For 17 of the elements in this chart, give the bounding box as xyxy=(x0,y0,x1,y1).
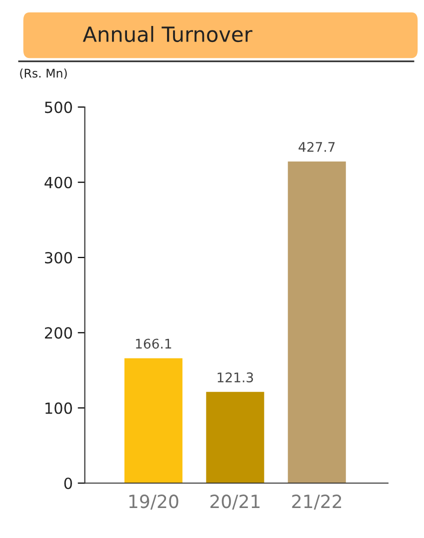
y-tick-label: 400 xyxy=(44,176,72,188)
data-label: 166.1 xyxy=(136,338,172,349)
y-axis-title: (Rs. Mn) xyxy=(20,68,67,80)
y-tick-label: 100 xyxy=(46,402,72,414)
bar xyxy=(206,392,264,484)
bar xyxy=(288,161,346,484)
y-tick-label: 0 xyxy=(64,478,72,490)
y-tick-label: 300 xyxy=(45,252,72,264)
chart-title: Annual Turnover xyxy=(82,26,252,42)
x-tick-label: 19/20 xyxy=(129,494,178,510)
y-tick-label: 500 xyxy=(45,102,72,114)
data-label: 121.3 xyxy=(218,372,253,382)
y-tick-label: 200 xyxy=(44,327,72,339)
x-tick-label: 21/22 xyxy=(292,494,342,510)
x-tick-label: 20/21 xyxy=(210,494,260,510)
data-label: 427.7 xyxy=(298,142,335,152)
bar xyxy=(124,358,182,484)
